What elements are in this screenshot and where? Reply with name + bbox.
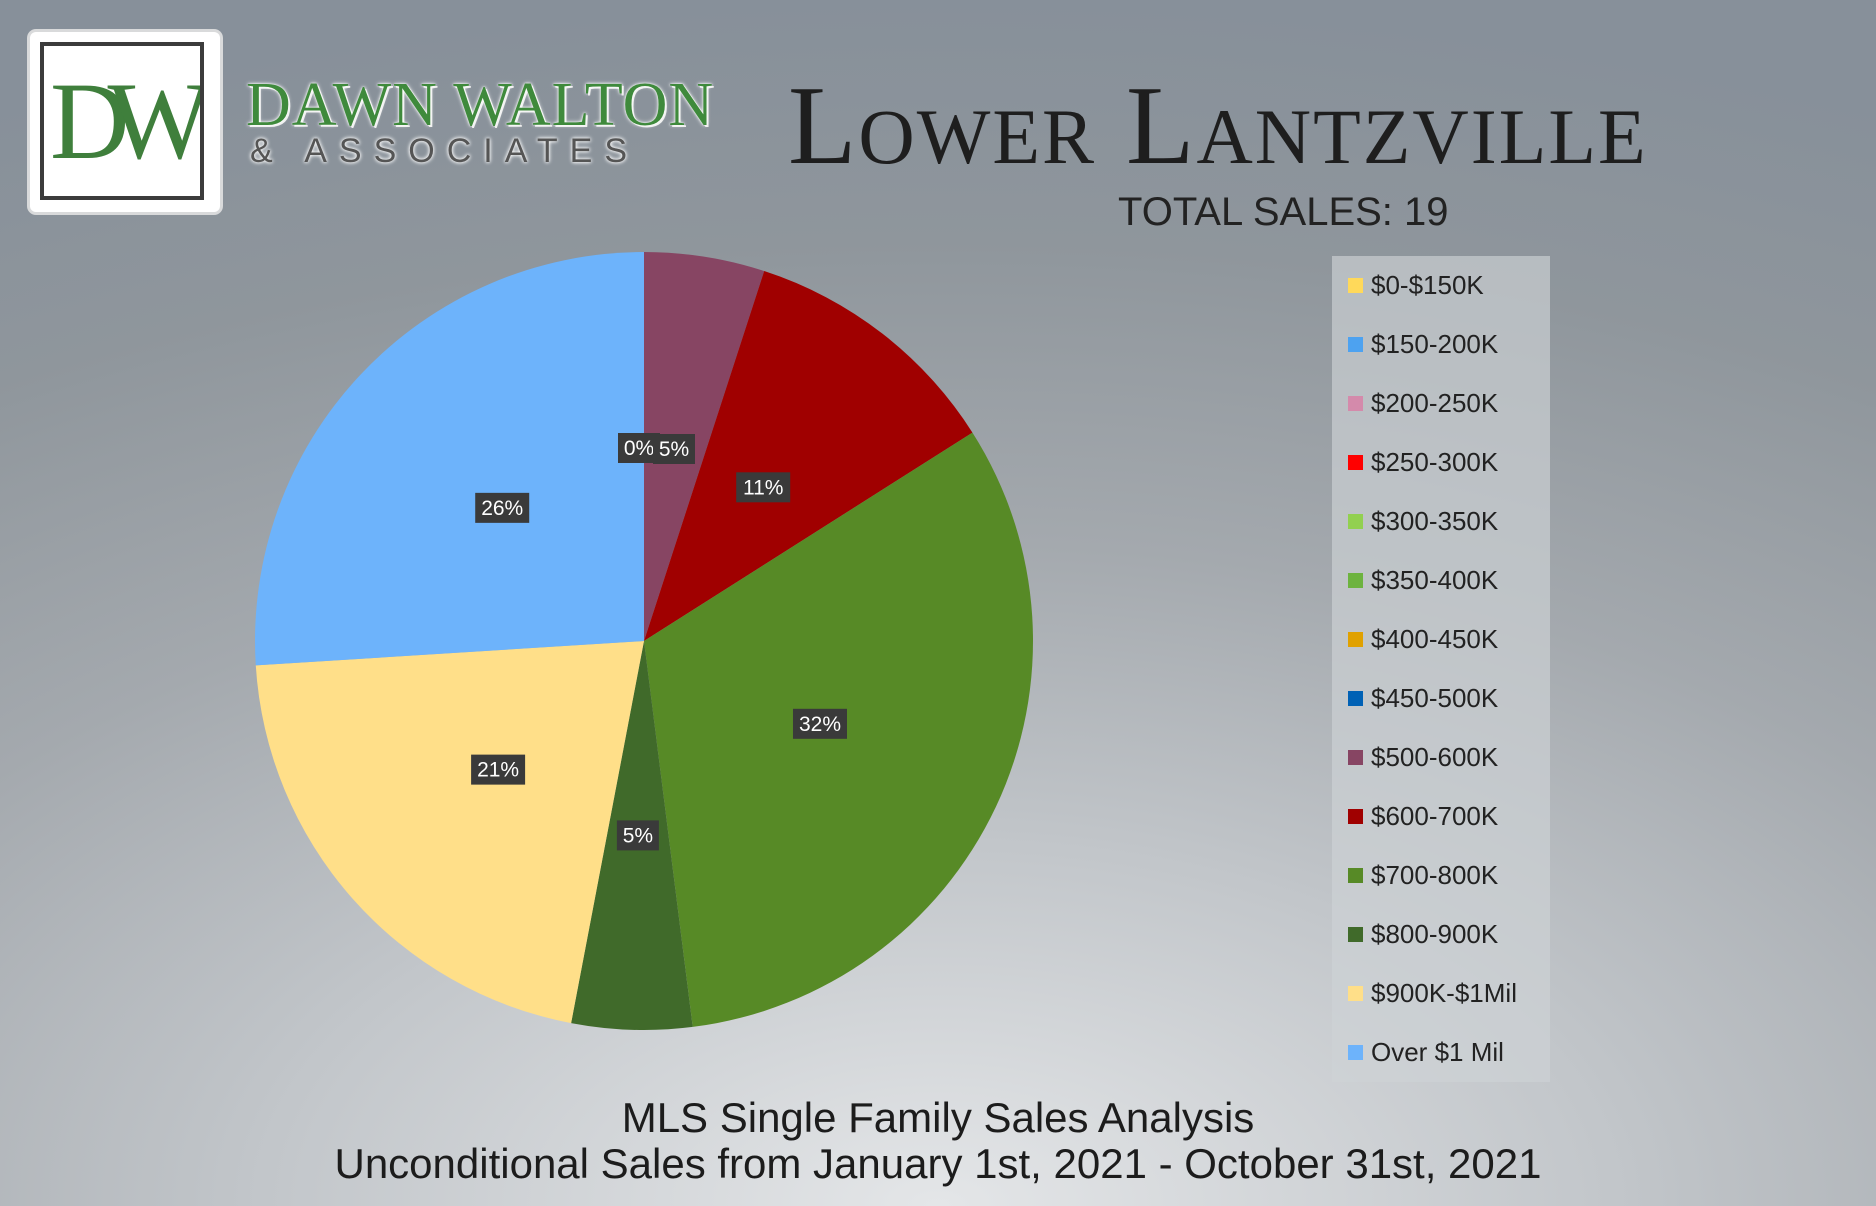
data-label-text-11: 5% [623,824,653,847]
pie-data-labels: 0% 5%11%32%5%21%26% [471,433,847,851]
legend-swatch [1348,454,1363,470]
legend-swatch [1348,572,1363,588]
legend-label: $300-350K [1371,505,1499,536]
pie-slice-12 [255,641,644,1024]
legend-label: $700-800K [1371,859,1499,890]
pie-slice-8 [644,252,765,641]
legend-swatch [1348,395,1363,411]
chart-legend: $0-$150K $150-200K $200-250K $250-300K $300-… [1332,256,1550,1082]
legend-label: $600-700K [1371,800,1499,831]
legend-swatch [1348,631,1363,647]
brand-name: DAWN WALTON [246,71,715,139]
legend-item: $800-900K [1348,919,1498,949]
page-title: Lower Lantzville [788,64,1648,188]
legend-item: $500-600K [1348,742,1498,772]
legend-label: $800-900K [1371,918,1499,949]
total-sales: TOTAL SALES: 19 [1118,190,1449,234]
legend-label: $500-600K [1371,741,1499,772]
legend-item: $0-$150K [1348,270,1484,300]
data-label-text-13: 26% [481,497,523,520]
legend-item: $250-300K [1348,447,1498,477]
data-label-text-9: 11% [743,476,783,499]
legend-swatch [1348,867,1363,883]
data-label-10: 32% [792,708,847,739]
footer-title: MLS Single Family Sales Analysis [621,1094,1255,1141]
legend-item: $300-350K [1348,506,1498,536]
legend-item: $600-700K [1348,801,1498,831]
legend-item: $350-400K [1348,565,1498,595]
pie-slices [255,252,1033,1030]
legend-swatch [1348,926,1363,942]
legend-label: Over $1 Mil [1371,1036,1504,1067]
legend-label: $400-450K [1371,623,1499,654]
footer-subtitle: Unconditional Sales from January 1st, 20… [334,1140,1542,1187]
legend-item: $700-800K [1348,860,1498,890]
legend-swatch [1348,1044,1363,1060]
logo-frame: DW [40,42,204,200]
legend-swatch [1348,513,1363,529]
legend-swatch [1348,336,1363,352]
legend-item: $400-450K [1348,624,1498,654]
data-label-text-12: 21% [477,759,519,782]
pie-slice-13 [255,252,644,666]
legend-item: Over $1 Mil [1348,1037,1504,1067]
legend-swatch [1348,277,1363,293]
brand-subtitle: & ASSOCIATES [250,132,640,170]
legend-label: $450-500K [1371,682,1499,713]
legend-swatch [1348,749,1363,765]
pie-slice-9 [644,271,973,641]
legend-swatch [1348,808,1363,824]
legend-swatch [1348,985,1363,1001]
legend-item: $150-200K [1348,329,1498,359]
logo-monogram: DW [50,60,200,182]
data-label-13: 26% [475,492,530,523]
data-label-8: 5% [653,434,695,464]
legend-label: $250-300K [1371,446,1499,477]
data-label-11: 5% [616,820,659,851]
data-label-text-10: 32% [799,713,841,736]
data-label-9: 11% [736,472,791,503]
logo-letters: DW [50,60,200,182]
legend-item: $900K-$1Mil [1348,978,1517,1008]
legend-label: $0-$150K [1371,269,1484,300]
legend-swatch [1348,690,1363,706]
legend-label: $350-400K [1371,564,1499,595]
legend-label: $200-250K [1371,387,1499,418]
legend-item: $450-500K [1348,683,1498,713]
legend-item: $200-250K [1348,388,1498,418]
legend-label: $900K-$1Mil [1371,977,1517,1008]
data-label-12: 21% [471,754,526,785]
data-label-text-7: 0% [624,437,654,460]
data-label-text-8: 5% [659,438,689,461]
legend-label: $150-200K [1371,328,1499,359]
logo: DW [30,32,220,212]
